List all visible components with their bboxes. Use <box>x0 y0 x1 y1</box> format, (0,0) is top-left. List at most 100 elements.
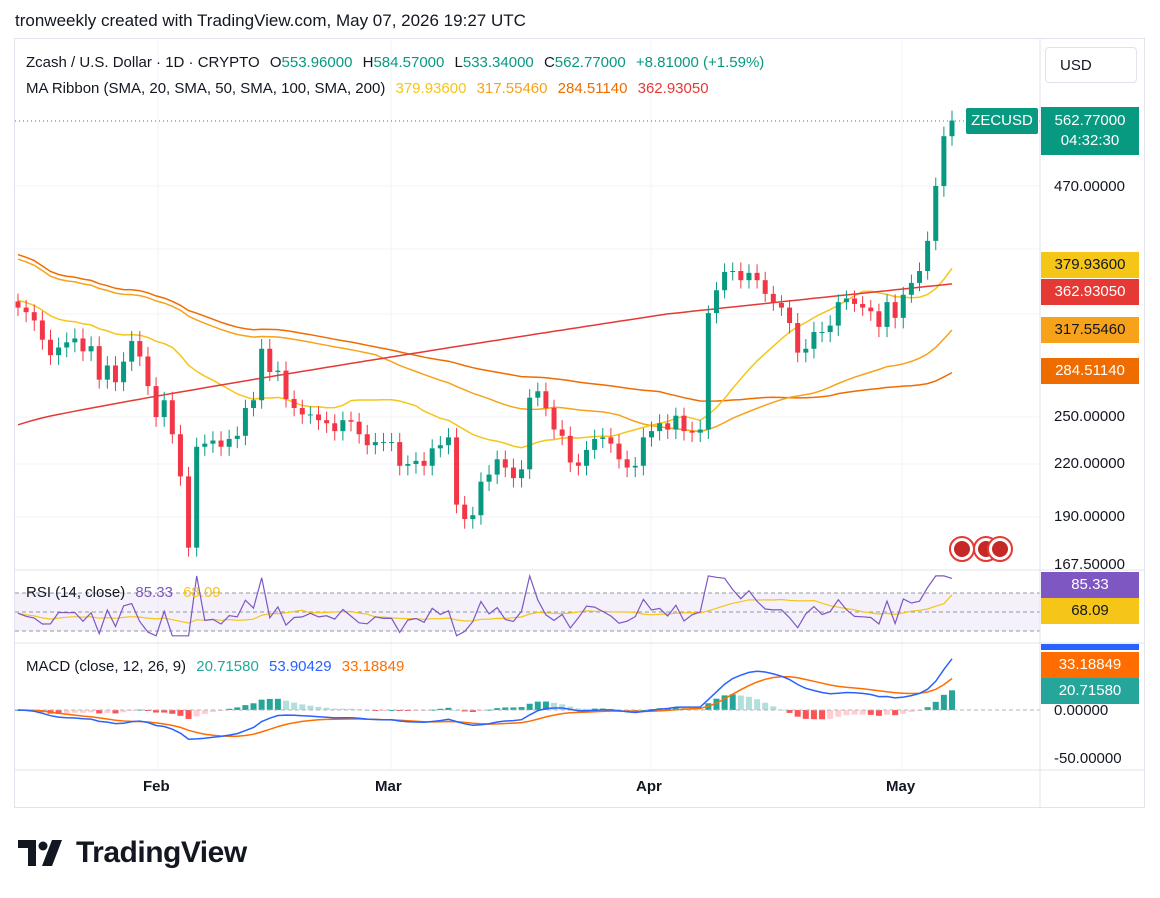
symbol-title: Zcash / U.S. Dollar · 1D · CRYPTO <box>26 54 260 71</box>
macd-histogram-bar <box>242 705 249 710</box>
candle-body <box>608 437 614 444</box>
macd-histogram-bar <box>193 710 200 717</box>
brand-name: TradingView <box>76 836 247 869</box>
macd-histogram-bar <box>486 709 493 711</box>
macd-histogram-bar <box>932 701 939 710</box>
candle-body <box>226 438 232 447</box>
candle-body <box>559 429 565 436</box>
last-price-value: 562.77000 <box>1054 112 1126 129</box>
candle-body <box>462 504 468 520</box>
candle-body <box>933 186 939 241</box>
macd-histogram-bar <box>169 710 176 714</box>
macd-hist-value: 20.71580 <box>196 658 259 675</box>
macd-histogram-bar <box>323 707 330 710</box>
candle-body <box>884 302 890 327</box>
macd-histogram-bar <box>510 707 517 710</box>
macd-histogram-bar <box>96 710 103 714</box>
candle-body <box>145 356 151 387</box>
macd-histogram-bar <box>153 710 160 713</box>
ticker-badge: ZECUSD <box>966 108 1038 134</box>
macd-histogram-bar <box>551 702 558 710</box>
macd-axis-label: -50.00000 <box>1054 750 1122 767</box>
macd-histogram-bar <box>591 708 598 710</box>
candle-body <box>551 407 557 430</box>
macd-histogram-bar <box>827 710 834 719</box>
date-label-mar: Mar <box>375 778 402 795</box>
macd-signal-value: 33.18849 <box>341 658 405 675</box>
macd-histogram-bar <box>437 708 444 710</box>
price-axis-label: 220.00000 <box>1054 455 1125 472</box>
candle-body <box>803 348 809 353</box>
symbol-legend: Zcash / U.S. Dollar · 1D · CRYPTO O553.9… <box>26 54 770 71</box>
candle-body <box>827 325 833 333</box>
macd-line <box>17 658 953 740</box>
candle-body <box>405 464 411 466</box>
candle-body <box>153 386 159 417</box>
sma100-line <box>17 253 953 402</box>
candle-body <box>324 420 330 424</box>
macd-histogram-bar <box>884 710 891 715</box>
candle-body <box>519 469 525 479</box>
close-label: C <box>543 54 555 71</box>
candle-body <box>397 442 403 466</box>
candle-body <box>925 240 931 272</box>
macd-histogram-bar <box>867 710 874 715</box>
candle-body <box>64 342 70 348</box>
candle-body <box>754 272 760 281</box>
macd-axis-label: 0.00000 <box>1054 702 1109 719</box>
macd-histogram-bar <box>226 708 233 710</box>
chart-frame[interactable] <box>14 38 1145 808</box>
date-label-apr: Apr <box>636 778 662 795</box>
candle-body <box>819 332 825 334</box>
open-value: 553.96000 <box>281 54 353 71</box>
candle-body <box>31 312 37 321</box>
candle-body <box>949 120 955 137</box>
candle-body <box>835 302 841 326</box>
candle-body <box>908 282 914 295</box>
candle-body <box>535 391 541 398</box>
macd-histogram-bar <box>729 694 736 710</box>
candle-body <box>584 449 590 466</box>
macd-signal-tag: 33.18849 <box>1041 652 1139 678</box>
macd-histogram-bar <box>908 710 915 713</box>
macd-histogram-bar <box>283 700 290 710</box>
rsi-line <box>17 573 953 637</box>
macd-legend: MACD (close, 12, 26, 9) 20.71580 53.9042… <box>26 658 410 675</box>
rsi-value: 85.33 <box>135 584 173 601</box>
macd-histogram-bar <box>640 709 647 711</box>
macd-histogram-bar <box>104 710 111 714</box>
macd-line-value: 53.90429 <box>268 658 332 675</box>
candle-body <box>713 290 719 314</box>
macd-histogram-bar <box>502 707 509 710</box>
candle-body <box>795 323 801 353</box>
date-label-feb: Feb <box>143 778 170 795</box>
close-value: 562.77000 <box>554 54 626 71</box>
sma20-tag: 379.93600 <box>1041 252 1139 278</box>
macd-histogram-bar <box>291 702 298 710</box>
candle-body <box>470 515 476 520</box>
candle-body <box>486 474 492 482</box>
macd-histogram-bar <box>900 710 907 714</box>
candle-body <box>88 346 94 352</box>
candle-body <box>267 348 273 372</box>
macd-histogram-bar <box>754 699 761 710</box>
macd-histogram-bar <box>315 706 322 710</box>
macd-histogram-bar <box>396 710 403 711</box>
candle-body <box>624 459 630 468</box>
candle-body <box>494 459 500 475</box>
rsi-ma-tag: 68.09 <box>1041 598 1139 624</box>
macd-histogram-bar <box>721 695 728 710</box>
sma100-tag: 284.51140 <box>1041 358 1139 384</box>
candle-body <box>673 415 679 430</box>
currency-button[interactable]: USD <box>1045 47 1137 83</box>
macd-histogram-bar <box>266 698 273 710</box>
macd-histogram-bar <box>526 703 533 710</box>
candle-body <box>445 437 451 446</box>
candle-body <box>648 431 654 438</box>
macd-histogram-bar <box>835 710 842 717</box>
macd-histogram-bar <box>347 708 354 710</box>
macd-histogram-bar <box>331 708 338 710</box>
rsi-label: RSI (14, close) <box>26 584 126 601</box>
macd-histogram-bar <box>672 707 679 710</box>
